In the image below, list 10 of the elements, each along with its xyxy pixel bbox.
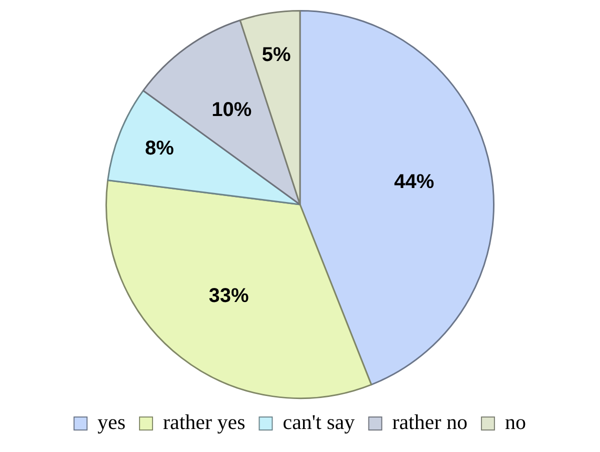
- data-label: 8%: [145, 137, 174, 160]
- legend-label: rather no: [392, 410, 468, 434]
- legend-label: no: [504, 410, 526, 434]
- data-label: 5%: [262, 44, 292, 66]
- legend-label: rather yes: [163, 410, 246, 434]
- legend-label: can't say: [282, 410, 356, 434]
- data-label: 33%: [208, 284, 249, 307]
- data-label: 10%: [212, 98, 252, 121]
- legend-label: yes: [98, 410, 126, 434]
- data-label: 44%: [394, 171, 434, 194]
